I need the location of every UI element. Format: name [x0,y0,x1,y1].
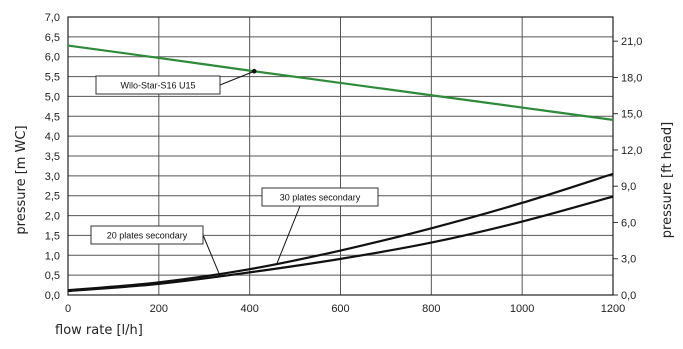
y-tick-label: 6,0 [45,52,60,64]
x-tick-label: 400 [240,303,258,315]
y-tick-label: 7,0 [45,12,60,24]
y-tick-label: 3,0 [45,171,60,183]
series-label: 30 plates secondary [280,193,361,203]
callout-leader-3 [202,234,221,277]
y2-tick-label: 15,0 [621,109,642,121]
y-tick-label: 0,5 [45,270,60,282]
y-tick-label: 3,5 [45,151,60,163]
y-tick-label: 2,0 [45,211,60,223]
series-line-1 [67,44,614,121]
y2-tick-label: 9,0 [621,181,636,193]
y-tick-label: 4,0 [45,131,60,143]
x-axis-label: flow rate [l/h] [55,323,143,338]
x-tick-label: 1200 [601,303,625,315]
callout-box-1 [95,75,221,95]
y-tick-label: 5,5 [45,72,60,84]
y-tick-label: 2,5 [45,191,60,203]
y2-axis-label: pressure [ft head] [660,122,675,238]
callouts: Wilo-Star-S16 U15 30 plates secondary 20 p… [90,68,379,277]
series-line-2 [67,172,614,292]
y2-tick-label: 18,0 [621,72,642,84]
callout-leader-1 [219,70,255,86]
tick-labels: 0,0 0,5 1,0 1,5 2,0 2,5 3,0 3,5 4,0 4,5 5,0 5,5 6,0 6… [45,12,643,315]
y2-tick-label: 12,0 [621,145,642,157]
y-tick-label: 5,0 [45,91,60,103]
y-tick-label: 0,0 [45,290,60,302]
grid [67,16,618,296]
callout-leader-2 [276,205,301,264]
y-tick-label: 6,5 [45,32,60,44]
callout-box-2 [261,187,379,207]
y-tick-label: 1,5 [45,230,60,242]
callout-dot [251,68,257,74]
y-axis-label: pressure [m WC] [14,125,29,234]
series-label: Wilo-Star-S16 U15 [120,81,195,91]
x-tick-label: 200 [150,303,168,315]
series-line-3 [67,195,614,293]
series-label: 20 plates secondary [107,231,188,241]
y2-tick-label: 21,0 [621,36,642,48]
y2-tick-label: 6,0 [621,217,636,229]
x-tick-label: 600 [331,303,349,315]
callout-box-3 [90,225,204,245]
y2-tick-label: 3,0 [621,254,636,266]
x-tick-label: 1000 [510,303,534,315]
y-tick-label: 1,0 [45,250,60,262]
x-tick-label: 800 [422,303,440,315]
y2-tick-label: 0,0 [621,290,636,302]
y-tick-label: 4,5 [45,111,60,123]
plot-frame [67,16,614,296]
series-lines [67,44,614,293]
x-tick-label: 0 [65,303,71,315]
